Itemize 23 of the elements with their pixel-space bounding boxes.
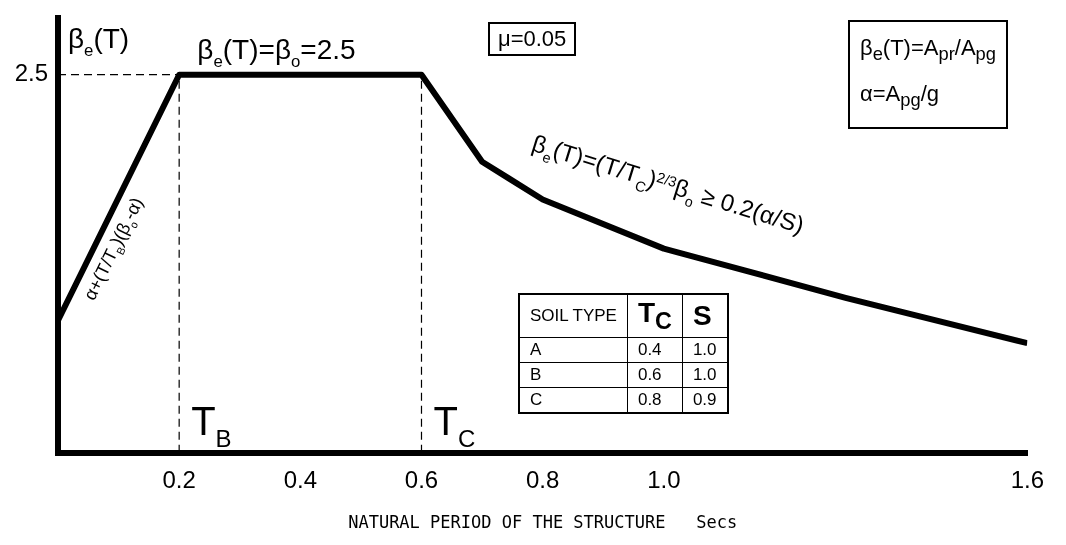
annotation: A <box>519 337 628 363</box>
annotation: 0.6 <box>627 362 683 388</box>
x-tick-label: 0.6 <box>404 465 439 493</box>
text: β$_{e}$(T)=A$_{pr}$/A$_{pg}$ <box>860 34 996 67</box>
x-tick-label: 1.6 <box>1010 465 1045 493</box>
annotation: T$_{C}$ <box>627 294 683 338</box>
x-tick-label: 0.2 <box>162 465 196 493</box>
annotation: 0.8 <box>627 387 683 413</box>
text: 2.5 <box>14 59 48 87</box>
annotation: 0.9 <box>682 387 728 413</box>
annotation: B <box>519 362 628 388</box>
annotation: SOIL TYPE <box>519 294 628 338</box>
x-tick-label: 0.8 <box>525 465 560 493</box>
annotation: 1.0 <box>682 362 728 388</box>
annotation: 1.0 <box>682 337 728 363</box>
annotation: S <box>682 294 728 338</box>
annotation: C <box>519 387 628 413</box>
x-tick-label: 1.0 <box>647 465 681 493</box>
annotation: α=A$_{pg}$/g <box>860 80 940 113</box>
x-axis-title: NATURAL PERIOD OF THE STRUCTURE Secs <box>348 512 738 533</box>
text: μ=0.05 <box>488 22 577 56</box>
x-tick-label: 0.4 <box>283 465 318 493</box>
annotation: 0.4 <box>627 337 683 363</box>
